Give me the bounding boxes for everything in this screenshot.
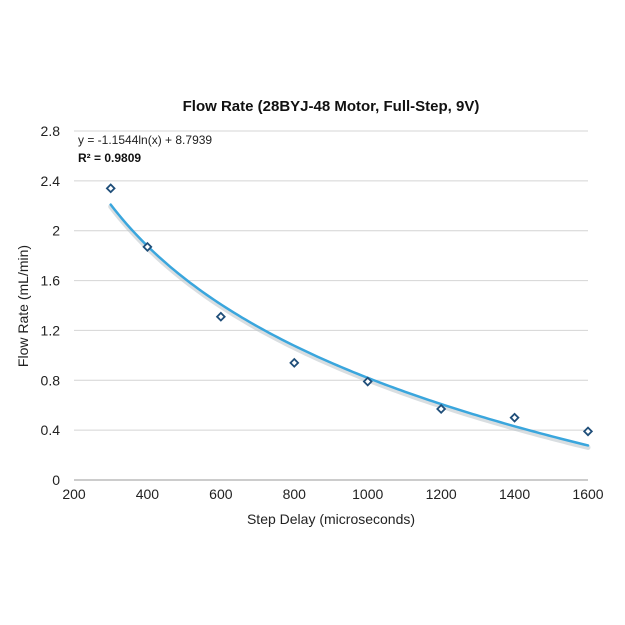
data-point	[509, 412, 520, 423]
x-tick-label: 1200	[426, 486, 457, 502]
data-point	[436, 403, 447, 415]
data-point	[142, 241, 153, 252]
x-axis-label: Step Delay (microseconds)	[247, 511, 415, 527]
y-tick-label: 0.4	[41, 422, 61, 438]
y-tick-label: 0.8	[41, 372, 61, 388]
data-point	[105, 183, 116, 194]
data-point	[582, 426, 594, 437]
gridlines	[74, 130, 588, 431]
r-squared-label: R² = 0.9809	[78, 151, 141, 165]
y-tick-label: 0	[52, 472, 60, 488]
axes: 0 0.4 0.8 1.2 1.6 2 2.4 2.8 200 400 600 800 1000 1200…	[41, 123, 604, 502]
x-tick-label: 200	[62, 486, 86, 502]
y-tick-label: 2	[52, 223, 60, 239]
data-point	[215, 311, 226, 322]
y-tick-label: 2.4	[41, 173, 61, 189]
trendline-equation: y = -1.1544ln(x) + 8.7939	[78, 133, 212, 147]
y-tick-label: 2.8	[41, 123, 61, 139]
chart-title: Flow Rate (28BYJ-48 Motor, Full-Step, 9V…	[183, 98, 480, 115]
trendline-shadow	[108, 204, 591, 450]
x-tick-label: 1600	[572, 486, 603, 502]
data-point	[362, 376, 373, 387]
y-tick-label: 1.6	[41, 273, 61, 289]
x-tick-label: 1000	[352, 486, 383, 502]
x-tick-label: 800	[283, 486, 307, 502]
x-tick-label: 600	[209, 486, 233, 502]
y-tick-label: 1.2	[41, 322, 61, 338]
x-tick-label: 400	[136, 486, 160, 502]
trendline	[108, 203, 591, 450]
trendline-curve	[109, 203, 590, 447]
y-axis-label: Flow Rate (mL/min)	[15, 245, 31, 367]
x-tick-label: 1400	[499, 486, 530, 502]
data-point	[289, 357, 300, 368]
data-points	[105, 183, 594, 437]
